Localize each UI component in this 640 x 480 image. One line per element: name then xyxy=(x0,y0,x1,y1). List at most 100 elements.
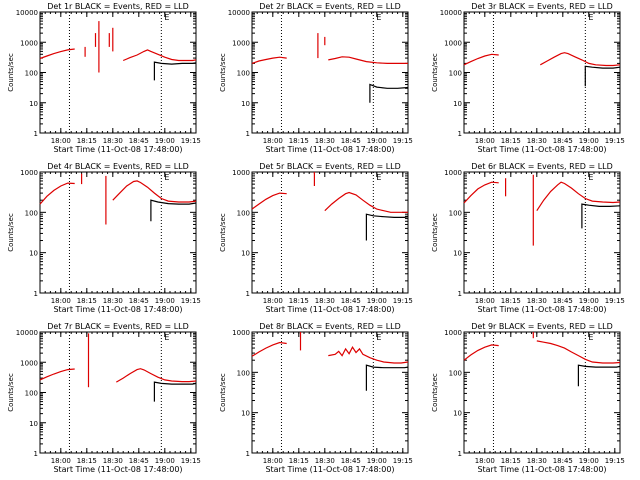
series-line-lld xyxy=(122,49,197,62)
x-tick-label: 19:00 xyxy=(579,137,599,145)
panel-title: Det 9r BLACK = Events, RED = LLD xyxy=(471,322,613,331)
y-tick-label: 1000 xyxy=(20,39,38,47)
series-line-lld xyxy=(328,346,409,364)
y-tick-label: 10 xyxy=(29,420,38,428)
x-tick-label: 19:00 xyxy=(155,457,175,465)
series-line-lld xyxy=(115,368,197,383)
plot-frame xyxy=(251,11,409,134)
x-axis-label: Start Time (11-Oct-08 17:48:00) xyxy=(265,465,394,474)
y-tick-label: 1 xyxy=(458,450,462,458)
x-tick-label: 19:00 xyxy=(155,137,175,145)
x-tick-label: 18:45 xyxy=(553,297,573,305)
x-tick-label: 19:15 xyxy=(605,297,625,305)
x-tick-label: 18:45 xyxy=(341,137,361,145)
y-tick-label: 1 xyxy=(34,130,38,138)
y-axis-label: Counts/sec xyxy=(219,373,227,412)
panel-det-9: Det 9r BLACK = Events, RED = LLD 18:00 18:… xyxy=(431,322,625,474)
panel-title: Det 8r BLACK = Events, RED = LLD xyxy=(259,322,401,331)
y-axis-label: Counts/sec xyxy=(431,213,439,252)
x-tick-label: 18:15 xyxy=(501,457,521,465)
x-tick-label: 18:30 xyxy=(527,457,547,465)
x-tick-label: 18:00 xyxy=(263,137,283,145)
x-tick-label: 18:30 xyxy=(315,297,335,305)
series-line-events xyxy=(581,203,621,229)
x-tick-label: 18:30 xyxy=(103,137,123,145)
panel-title: Det 2r BLACK = Events, RED = LLD xyxy=(259,2,401,11)
x-tick-label: 19:15 xyxy=(605,137,625,145)
plot-frame xyxy=(463,11,621,134)
y-tick-label: 10 xyxy=(453,100,462,108)
x-tick-label: 18:15 xyxy=(289,297,309,305)
series-line-lld xyxy=(536,340,621,364)
series-line-lld xyxy=(324,191,408,213)
panel-det-2: Det 2r BLACK = Events, RED = LLD 18:00 18:… xyxy=(219,2,413,154)
plot-frame xyxy=(463,171,621,294)
y-tick-label: 10 xyxy=(29,250,38,258)
x-tick-label: 18:30 xyxy=(315,137,335,145)
x-tick-label: 18:45 xyxy=(129,297,149,305)
x-tick-label: 19:00 xyxy=(579,297,599,305)
x-tick-label: 19:15 xyxy=(181,457,201,465)
y-tick-label: 1 xyxy=(246,130,250,138)
plot-frame xyxy=(251,331,409,454)
x-tick-label: 18:00 xyxy=(51,137,71,145)
series-line-events xyxy=(150,199,197,222)
y-tick-label: 100 xyxy=(449,369,462,377)
x-tick-label: 19:00 xyxy=(367,297,387,305)
x-axis-label: Start Time (11-Oct-08 17:48:00) xyxy=(477,145,606,154)
x-tick-label: 18:45 xyxy=(129,137,149,145)
x-tick-label: 18:45 xyxy=(341,297,361,305)
corner-label: E xyxy=(588,333,593,342)
x-tick-label: 18:00 xyxy=(475,297,495,305)
x-tick-label: 18:15 xyxy=(77,297,97,305)
plot-frame xyxy=(463,331,621,454)
x-tick-label: 18:00 xyxy=(51,457,71,465)
x-tick-label: 18:00 xyxy=(51,297,71,305)
y-tick-label: 1 xyxy=(458,290,462,298)
x-tick-label: 19:15 xyxy=(393,137,413,145)
panel-det-6: Det 6r BLACK = Events, RED = LLD 18:00 18:… xyxy=(431,162,625,314)
y-axis-label: Counts/sec xyxy=(431,373,439,412)
y-axis-label: Counts/sec xyxy=(431,53,439,92)
x-tick-label: 18:15 xyxy=(77,137,97,145)
series-line-lld xyxy=(328,56,408,65)
panel-title: Det 7r BLACK = Events, RED = LLD xyxy=(47,322,189,331)
x-tick-label: 18:00 xyxy=(475,137,495,145)
x-tick-label: 19:15 xyxy=(181,297,201,305)
series-line-events xyxy=(365,213,409,241)
x-axis-label: Start Time (11-Oct-08 17:48:00) xyxy=(265,305,394,314)
y-tick-label: 100 xyxy=(237,369,250,377)
series-line-events xyxy=(369,83,409,103)
panel-title: Det 6r BLACK = Events, RED = LLD xyxy=(471,162,613,171)
corner-label: E xyxy=(164,333,169,342)
series-line-lld xyxy=(251,56,287,64)
x-tick-label: 19:00 xyxy=(155,297,175,305)
x-tick-label: 18:15 xyxy=(501,297,521,305)
y-tick-label: 10 xyxy=(453,250,462,258)
corner-label: E xyxy=(588,13,593,22)
corner-label: E xyxy=(376,13,381,22)
x-axis-label: Start Time (11-Oct-08 17:48:00) xyxy=(477,305,606,314)
series-line-lld xyxy=(39,48,75,60)
x-tick-label: 18:15 xyxy=(289,137,309,145)
y-tick-label: 1 xyxy=(246,290,250,298)
x-tick-label: 19:00 xyxy=(579,457,599,465)
series-line-events xyxy=(365,364,409,391)
panel-det-8: Det 8r BLACK = Events, RED = LLD 18:00 18:… xyxy=(219,322,413,474)
x-tick-label: 18:15 xyxy=(501,137,521,145)
plot-frame xyxy=(39,331,197,454)
x-axis-label: Start Time (11-Oct-08 17:48:00) xyxy=(477,465,606,474)
y-tick-label: 1000 xyxy=(20,359,38,367)
series-line-lld xyxy=(463,53,499,66)
x-tick-label: 18:30 xyxy=(527,137,547,145)
y-axis-label: Counts/sec xyxy=(219,53,227,92)
y-tick-label: 10 xyxy=(29,100,38,108)
panel-det-4: Det 4r BLACK = Events, RED = LLD 18:00 18:… xyxy=(7,162,201,314)
series-line-events xyxy=(153,381,197,402)
y-tick-label: 1000 xyxy=(20,169,38,177)
y-tick-label: 1000 xyxy=(444,169,462,177)
x-axis-label: Start Time (11-Oct-08 17:48:00) xyxy=(53,465,182,474)
x-tick-label: 19:15 xyxy=(393,457,413,465)
y-tick-label: 10 xyxy=(241,100,250,108)
y-tick-label: 10000 xyxy=(228,9,250,17)
